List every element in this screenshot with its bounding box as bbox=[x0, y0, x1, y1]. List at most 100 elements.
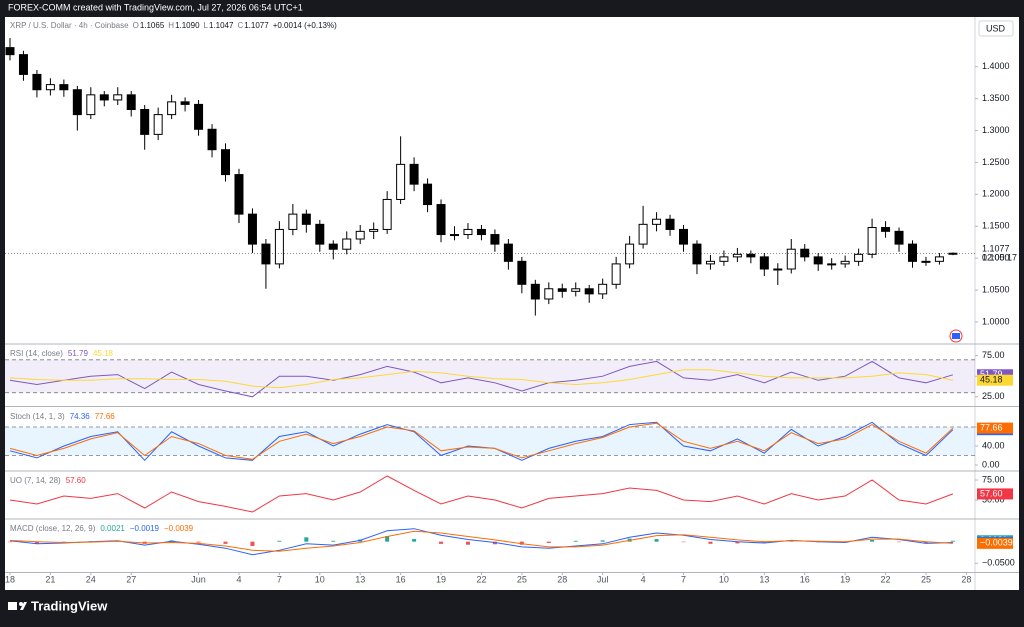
candle-body bbox=[907, 243, 917, 262]
candle-body bbox=[813, 256, 823, 265]
series-line bbox=[9, 369, 954, 389]
histogram-bar bbox=[762, 541, 767, 543]
histogram-bar bbox=[519, 541, 524, 545]
candle-body bbox=[530, 283, 540, 300]
candle-body bbox=[679, 228, 689, 245]
currency: USD bbox=[986, 23, 1006, 33]
series-line bbox=[9, 360, 954, 398]
x-tick-label: 10 bbox=[719, 574, 729, 584]
y-tick-label: 1.2500 bbox=[982, 157, 1010, 167]
chart-area bbox=[5, 17, 1019, 590]
candle-body bbox=[773, 268, 783, 271]
legend-text: L bbox=[204, 21, 209, 30]
histogram-bar bbox=[7, 541, 12, 543]
x-tick-label: 27 bbox=[126, 574, 136, 584]
candle-body bbox=[18, 54, 28, 75]
x-tick-label: 22 bbox=[476, 574, 486, 584]
candle-body bbox=[827, 263, 837, 266]
candle-body bbox=[867, 227, 877, 255]
candle-body bbox=[72, 89, 82, 116]
y-tick-label: 1.0500 bbox=[982, 284, 1010, 294]
x-tick-label: 19 bbox=[840, 574, 850, 584]
x-tick-label: 4 bbox=[641, 574, 646, 584]
pane-title: RSI (14, close) bbox=[10, 349, 63, 358]
candle-body bbox=[45, 84, 55, 91]
candle-body bbox=[153, 114, 163, 135]
legend-value: 77.66 bbox=[95, 412, 116, 421]
logo-mark bbox=[19, 602, 23, 606]
candle-body bbox=[759, 256, 769, 270]
legend-text: 1.1047 bbox=[209, 21, 234, 30]
histogram-bar bbox=[304, 537, 309, 542]
y-tick-label: 1.3500 bbox=[982, 93, 1010, 103]
x-tick-label: 7 bbox=[681, 574, 686, 584]
pane-title: Stoch (14, 1, 3) bbox=[10, 412, 65, 421]
candle-body bbox=[328, 243, 338, 250]
legend-value: −0.0019 bbox=[130, 524, 160, 533]
histogram-bar bbox=[950, 540, 955, 542]
x-tick-label: 28 bbox=[961, 574, 971, 584]
value-badge bbox=[977, 374, 1013, 386]
y-tick-label: 25.00 bbox=[982, 391, 1005, 401]
y-tick-label: 75.00 bbox=[982, 474, 1005, 484]
candle-body bbox=[59, 84, 69, 91]
histogram-bar bbox=[789, 541, 794, 542]
candle-body bbox=[86, 94, 96, 116]
candle-body bbox=[476, 228, 486, 236]
histogram-bar bbox=[277, 540, 282, 542]
value-badge-label: 77.66 bbox=[980, 422, 1003, 432]
value-badge bbox=[977, 422, 1013, 434]
candle-body bbox=[423, 183, 433, 206]
candle-body bbox=[705, 260, 715, 265]
candle-body bbox=[369, 228, 379, 232]
x-tick-label: 13 bbox=[759, 574, 769, 584]
histogram-bar bbox=[412, 539, 417, 542]
candle-body bbox=[274, 228, 284, 265]
histogram-bar bbox=[61, 541, 66, 543]
legend-value: 51.79 bbox=[68, 349, 89, 358]
pane-title: MACD (close, 12, 26, 9) bbox=[10, 524, 96, 533]
y-tick-label: 75.00 bbox=[982, 350, 1005, 360]
histogram-bar bbox=[923, 541, 928, 544]
histogram-bar bbox=[385, 536, 390, 542]
header: FOREX-COMM created with TradingView.com,… bbox=[8, 2, 303, 12]
x-tick-label: 7 bbox=[277, 574, 282, 584]
candle-body bbox=[557, 288, 567, 292]
x-tick-label: Jun bbox=[191, 574, 206, 584]
y-tick-label: 1.0000 bbox=[982, 316, 1010, 326]
candle-body bbox=[584, 288, 594, 295]
candle-body bbox=[732, 253, 742, 258]
candle-body bbox=[934, 256, 944, 262]
x-tick-label: 16 bbox=[800, 574, 810, 584]
legend-text: 1.1090 bbox=[175, 21, 200, 30]
candle-body bbox=[194, 103, 204, 130]
value-badge bbox=[977, 488, 1013, 500]
candle-body bbox=[342, 238, 352, 250]
x-tick-label: 13 bbox=[355, 574, 365, 584]
histogram-bar bbox=[654, 539, 659, 542]
series-line bbox=[9, 422, 954, 460]
candle-body bbox=[382, 198, 392, 230]
legend-value: −0.0039 bbox=[164, 524, 194, 533]
histogram-bar bbox=[546, 541, 551, 543]
histogram-bar bbox=[735, 541, 740, 544]
legend-value: 74.36 bbox=[70, 412, 91, 421]
band bbox=[5, 359, 975, 393]
histogram-bar bbox=[897, 541, 902, 543]
candle-body bbox=[544, 288, 554, 300]
histogram-bar bbox=[223, 541, 228, 544]
y-tick-label: −0.0500 bbox=[982, 558, 1015, 568]
currency-box[interactable] bbox=[978, 20, 1014, 37]
y-tick-label: 1.4000 bbox=[982, 61, 1010, 71]
y-tick-label: 1.2000 bbox=[982, 189, 1010, 199]
candle-body bbox=[126, 94, 136, 111]
legend-text: C bbox=[237, 21, 243, 30]
y-tick-label: 1.3000 bbox=[982, 125, 1010, 135]
candle-body bbox=[463, 228, 473, 236]
candle-body bbox=[180, 101, 190, 105]
value-badge-label: 51.79 bbox=[980, 369, 1003, 379]
series-line bbox=[9, 475, 954, 513]
candle-body bbox=[261, 243, 271, 265]
value-badge-label: 45.18 bbox=[980, 375, 1003, 385]
x-tick-label: 18 bbox=[5, 574, 15, 584]
